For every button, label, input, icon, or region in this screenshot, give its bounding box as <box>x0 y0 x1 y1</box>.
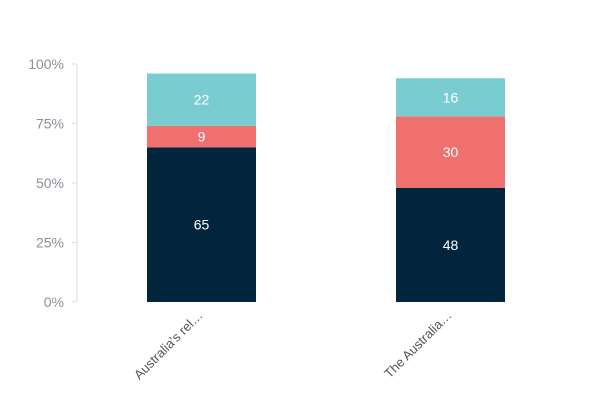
x-tick-label: Australia's rel… <box>131 308 206 383</box>
y-tick-label: 0% <box>44 294 64 310</box>
bar-segment <box>147 125 256 148</box>
bar-segment <box>147 73 256 126</box>
bar-segment <box>396 78 505 117</box>
data-label: 9 <box>198 129 206 145</box>
data-label: 30 <box>443 144 459 160</box>
x-tick-label: The Australia… <box>381 308 454 381</box>
y-tick-label: 75% <box>36 116 64 132</box>
data-label: 16 <box>443 89 459 105</box>
y-tick-label: 100% <box>28 56 64 72</box>
bar-segment <box>396 116 505 188</box>
data-label: 22 <box>194 92 210 108</box>
bar-segment <box>147 147 256 302</box>
data-label: 48 <box>443 237 459 253</box>
bar-segment <box>396 187 505 302</box>
y-tick-label: 25% <box>36 235 64 251</box>
y-tick-label: 50% <box>36 175 64 191</box>
data-label: 65 <box>194 217 210 233</box>
